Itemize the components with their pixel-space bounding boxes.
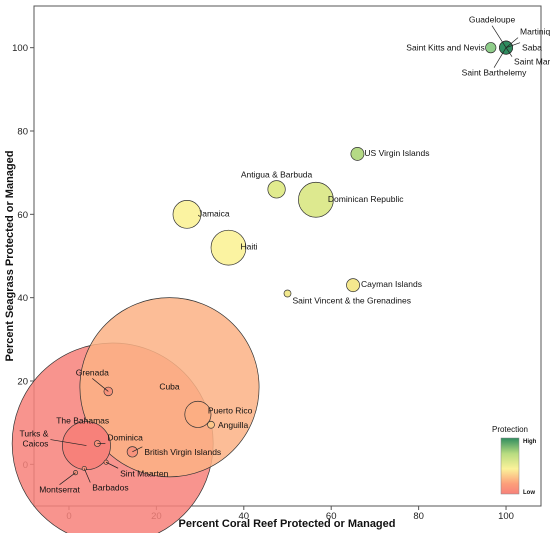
y-tick-label: 40 (17, 293, 28, 304)
x-tick-label: 100 (498, 511, 514, 522)
label-cayman-islands: Cayman Islands (361, 279, 422, 289)
label-haiti: Haiti (240, 242, 257, 252)
leader-line (132, 446, 143, 453)
bubble-antigua-and-barbuda (267, 180, 286, 199)
legend-title: Protection (492, 425, 528, 434)
label-cuba: Cuba (159, 381, 180, 391)
leader-line (505, 42, 521, 48)
leader-line (92, 378, 109, 392)
label-martinique: Martinique (520, 27, 550, 37)
leader-line (505, 47, 513, 57)
x-tick-label: 60 (326, 511, 337, 522)
leader-line (105, 461, 119, 469)
bubble-dominican-republic (298, 181, 334, 218)
legend-low-label: Low (523, 490, 535, 496)
leader-line (491, 25, 507, 48)
x-tick-label: 40 (239, 511, 250, 522)
leader-line (83, 468, 91, 483)
bubble-saint-vincent-and-the-grenadines (283, 289, 292, 298)
label-sint-maarten: Sint Maarten (120, 468, 168, 478)
leader-line (505, 37, 519, 48)
label-dominican-republic: Dominican Republic (328, 194, 404, 204)
label-british-virgin-islands: British Virgin Islands (144, 447, 221, 457)
label-barbados: Barbados (92, 483, 128, 493)
bubble-haiti (210, 229, 247, 266)
y-tick-label: 80 (17, 127, 28, 138)
label-montserrat: Montserrat (39, 485, 80, 495)
label-guadeloupe: Guadeloupe (469, 15, 516, 25)
label-saint-vincent-and-the-grenadines: Saint Vincent & the Grenadines (293, 296, 411, 306)
bubble-anguilla (207, 420, 215, 429)
label-anguilla: Anguilla (218, 420, 249, 430)
bubble-cuba (79, 297, 260, 478)
label-grenada: Grenada (76, 367, 109, 377)
bubble-puerto-rico (184, 400, 212, 428)
bubble-us-virgin-islands (350, 147, 365, 161)
protection-legend: Protection High Low (492, 425, 537, 496)
x-axis-title: Percent Coral Reef Protected or Managed (178, 518, 395, 530)
label-jamaica: Jamaica (198, 208, 230, 218)
leader-line (493, 47, 507, 68)
label-the-bahamas: The Bahamas (56, 416, 109, 426)
bubble-jamaica (172, 199, 202, 229)
label-antigua-and-barbuda: Antigua & Barbuda (241, 169, 313, 179)
leader-line (50, 439, 87, 446)
label-turks-and-caicos: Turks & Caicos (19, 429, 48, 449)
label-dominica: Dominica (107, 433, 143, 443)
y-tick-label: 60 (17, 210, 28, 221)
y-axis-title: Percent Seagrass Protected or Managed (4, 151, 16, 362)
label-saint-barthelemy: Saint Barthelemy (462, 68, 527, 78)
label-puerto-rico: Puerto Rico (208, 405, 253, 415)
label-us-virgin-islands: US Virgin Islands (364, 148, 429, 158)
bubble-saint-kitts-and-nevis (485, 42, 497, 54)
x-tick-label: 80 (413, 511, 424, 522)
bubble-cayman-islands (346, 278, 360, 293)
y-tick-label: 20 (17, 377, 28, 388)
legend-color-bar (500, 437, 520, 495)
label-saint-kitts-and-nevis: Saint Kitts and Nevis (406, 43, 484, 53)
label-saint-martin: Saint Martin (514, 57, 550, 67)
leader-line (59, 472, 76, 485)
legend-high-label: High (523, 439, 537, 445)
y-tick-label: 100 (12, 43, 28, 54)
label-saba: Saba (522, 43, 542, 53)
plot-frame (33, 5, 542, 507)
